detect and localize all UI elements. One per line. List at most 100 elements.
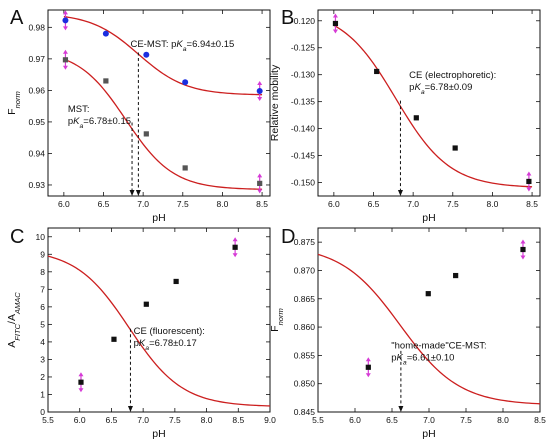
pka-arrow-head: [397, 190, 403, 196]
data-point: [413, 115, 419, 121]
x-tick-label: 7.5: [169, 415, 181, 425]
y-tick-label: 0.97: [28, 54, 45, 64]
error-cap-top: [62, 49, 68, 54]
x-tick-label: 5.5: [42, 415, 54, 425]
panel-letter-c: C: [10, 226, 24, 248]
panel-b: B 6.0 6.5 7.0 7.5 8.0 8.5 -0.150 -0.145 -0.140 -0…: [269, 7, 541, 224]
data-point: [257, 180, 263, 186]
data-point: [173, 278, 179, 285]
data-point: [143, 51, 150, 58]
y-tick-label: 0.855: [294, 350, 316, 360]
x-tick-label: 8.0: [497, 415, 509, 425]
fit-curve: [63, 15, 263, 96]
fit-curve: [63, 58, 263, 190]
y-tick-label: 10: [36, 232, 46, 242]
error-cap-top: [62, 10, 68, 15]
x-tick-label: 8.5: [526, 199, 538, 209]
y-tick-label: 5: [40, 319, 45, 329]
y-tick-label: 0.875: [294, 237, 316, 247]
x-tick-label: 8.0: [487, 199, 499, 209]
x-tick-label: 6.5: [386, 415, 398, 425]
x-axis-title: pH: [152, 428, 165, 440]
panel-letter-a: A: [10, 7, 24, 29]
y-tick-label: -0.150: [291, 178, 315, 188]
y-tick-label: 3: [40, 354, 45, 364]
y-tick-label: 2: [40, 372, 45, 382]
x-axis-title: pH: [152, 212, 165, 224]
data-point: [102, 30, 109, 37]
annotation-text: pKa=6.78±0.17: [134, 338, 197, 352]
data-point: [182, 165, 188, 171]
data-point: [232, 244, 238, 250]
error-cap-top: [526, 171, 532, 176]
x-tick-label: 9.0: [264, 415, 276, 425]
y-tick-label: 8: [40, 267, 45, 277]
data-point: [182, 79, 189, 86]
error-cap-top: [365, 357, 371, 362]
y-tick-label: 0.850: [294, 379, 316, 389]
error-cap-top: [78, 372, 84, 377]
y-tick-label: 0.865: [294, 294, 316, 304]
x-tick-label: 7.0: [137, 199, 149, 209]
y-tick-label: 0.845: [294, 407, 316, 417]
y-tick-label: 0.94: [28, 148, 45, 158]
plot-frame: [47, 9, 271, 197]
plot-frame: [317, 227, 541, 413]
y-tick-label: 0.98: [28, 22, 45, 32]
pka-arrow-head: [135, 190, 141, 196]
pka-arrow-head: [127, 406, 133, 412]
data-point: [452, 145, 458, 151]
pka-arrow-head: [129, 190, 135, 196]
x-tick-label: 6.5: [368, 199, 380, 209]
y-axis-title: Fnorm: [269, 308, 285, 332]
panel-letter-d: D: [281, 226, 295, 248]
data-point: [256, 88, 263, 95]
x-tick-label: 7.0: [407, 199, 419, 209]
x-tick-label: 8.0: [217, 199, 229, 209]
x-tick-label: 7.0: [423, 415, 435, 425]
y-axis-title: AFITC/AAMAC: [6, 292, 22, 348]
x-tick-label: 6.5: [106, 415, 118, 425]
y-tick-label: 0: [40, 407, 45, 417]
y-tick-label: 6: [40, 302, 45, 312]
annotation-text: "home-made"CE-MST:: [391, 341, 486, 352]
error-cap-bottom: [257, 189, 263, 194]
pka-arrow-head: [398, 406, 404, 412]
x-tick-label: 6.0: [74, 415, 86, 425]
y-tick-label: 9: [40, 249, 45, 259]
y-tick-label: 0.860: [294, 322, 316, 332]
y-tick-label: -0.125: [291, 43, 315, 53]
plot-frame: [317, 9, 541, 197]
y-tick-label: -0.120: [291, 16, 315, 26]
annotation-text: pKa=6.78±0.09: [409, 82, 472, 96]
data-point: [520, 246, 526, 253]
data-point: [62, 17, 69, 24]
error-cap-top: [332, 13, 338, 18]
panel-c: C 5.5 6.0 6.5 7.0 7.5 8.0 8.5 9.0 0 1 2 3 4 5 6 7 8 9 10 pH…: [6, 226, 276, 440]
data-point: [62, 57, 69, 63]
panel-d: D 5.5 6.0 6.5 7.0 7.5 8.0 8.5 0.845 0.850 0.855 0.…: [269, 226, 546, 440]
data-point: [103, 78, 109, 84]
data-point: [526, 178, 532, 185]
annotation-text: MST:: [68, 104, 90, 115]
data-point: [374, 68, 380, 75]
annotation-text: CE-MST: pKa=6.94±0.15: [130, 39, 234, 53]
error-cap-bottom: [78, 388, 84, 393]
y-tick-label: 7: [40, 284, 45, 294]
error-cap-top: [520, 239, 526, 244]
error-cap-bottom: [257, 97, 263, 102]
fit-curve: [333, 24, 533, 188]
data-point: [111, 336, 117, 342]
x-tick-label: 8.0: [201, 415, 213, 425]
error-cap-bottom: [62, 65, 68, 70]
y-tick-label: 1: [40, 389, 45, 399]
x-tick-label: 7.5: [460, 415, 472, 425]
x-tick-label: 6.0: [349, 415, 361, 425]
y-axis-title: Relative mobility: [269, 64, 281, 141]
error-cap-bottom: [526, 187, 532, 192]
data-point: [143, 301, 149, 307]
data-point: [143, 131, 149, 137]
annotation-text: CE (electrophoretic):: [409, 70, 496, 81]
x-axis-title: pH: [422, 428, 435, 440]
